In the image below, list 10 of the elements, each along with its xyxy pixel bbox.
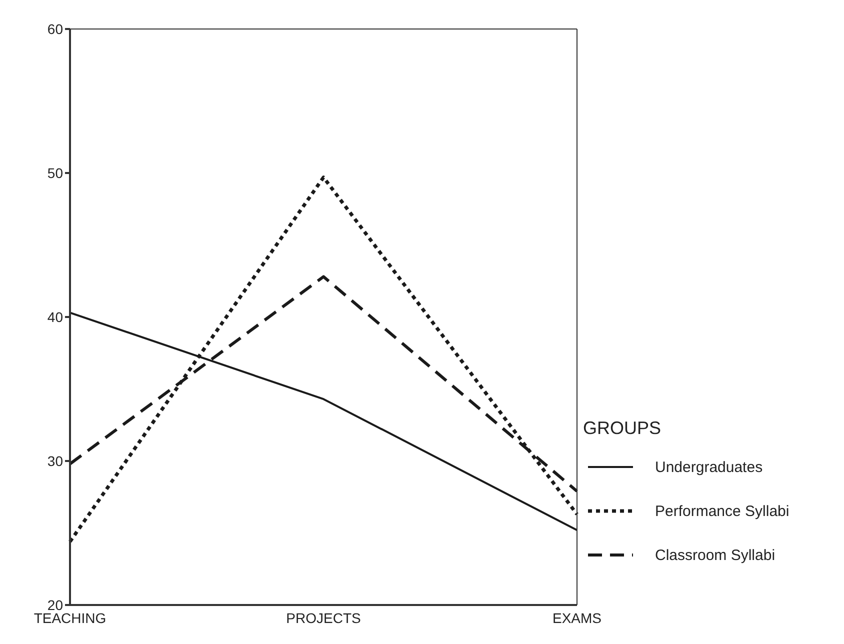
y-tick-label: 60 (47, 20, 64, 37)
y-tick-label: 40 (47, 308, 64, 325)
y-tick-label: 30 (47, 452, 64, 469)
x-tick-label: EXAMS (552, 610, 602, 626)
legend-label: Performance Syllabi (654, 502, 790, 522)
x-tick-label: PROJECTS (286, 610, 361, 626)
legend-title: GROUPS (583, 418, 662, 439)
legend-label: Classroom Syllabi (654, 546, 776, 566)
y-tick-label: 50 (47, 164, 64, 181)
legend-label: Undergraduates (654, 458, 764, 478)
